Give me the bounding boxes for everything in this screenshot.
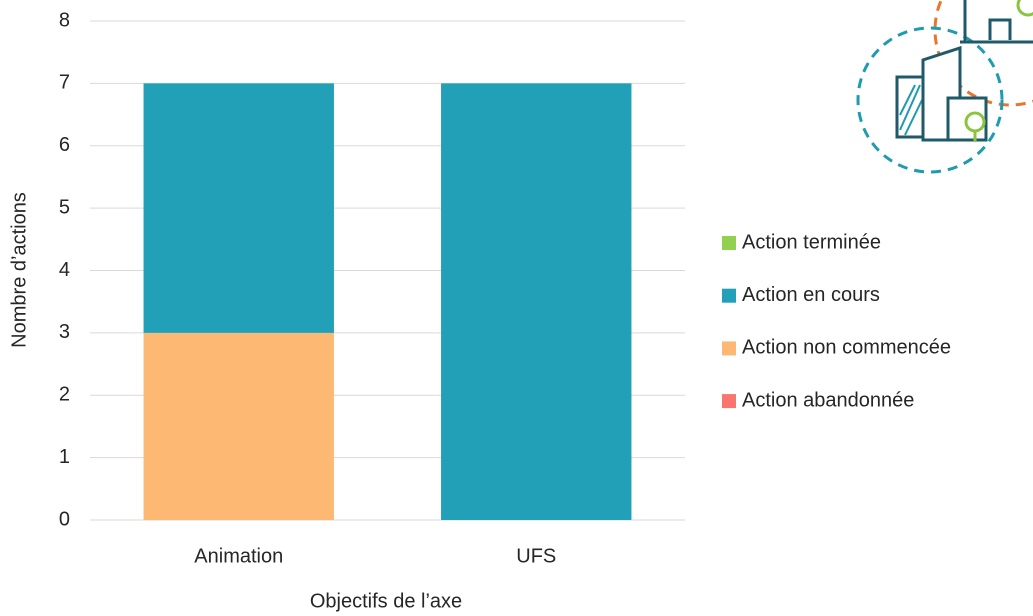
legend-label: Action abandonnée bbox=[742, 389, 914, 411]
y-tick-label: 8 bbox=[59, 9, 70, 31]
bar-segment bbox=[143, 332, 334, 520]
y-tick-label: 1 bbox=[59, 446, 70, 468]
y-tick-label: 6 bbox=[59, 134, 70, 156]
legend-swatch bbox=[722, 341, 736, 356]
y-tick-label: 4 bbox=[59, 259, 70, 281]
legend-swatch bbox=[722, 394, 736, 409]
x-tick-label: UFS bbox=[516, 545, 556, 567]
legend-label: Action non commencée bbox=[742, 337, 951, 359]
y-tick-label: 7 bbox=[59, 72, 70, 94]
legend-swatch bbox=[722, 236, 736, 250]
legend-swatch bbox=[722, 288, 736, 303]
y-tick-label: 5 bbox=[59, 196, 70, 218]
y-tick-label: 2 bbox=[59, 384, 70, 406]
y-axis-title: Nombre d’actions bbox=[8, 192, 30, 348]
bar-segment bbox=[441, 83, 632, 520]
decorative-icon bbox=[856, 0, 1033, 174]
bar-segment bbox=[143, 83, 334, 333]
y-tick-label: 0 bbox=[59, 508, 70, 530]
x-axis-title: Objectifs de l’axe bbox=[310, 590, 462, 612]
x-tick-label: Animation bbox=[194, 545, 283, 567]
legend-label: Action terminée bbox=[742, 231, 881, 253]
legend-label: Action en cours bbox=[742, 284, 880, 306]
y-tick-label: 3 bbox=[59, 321, 70, 343]
